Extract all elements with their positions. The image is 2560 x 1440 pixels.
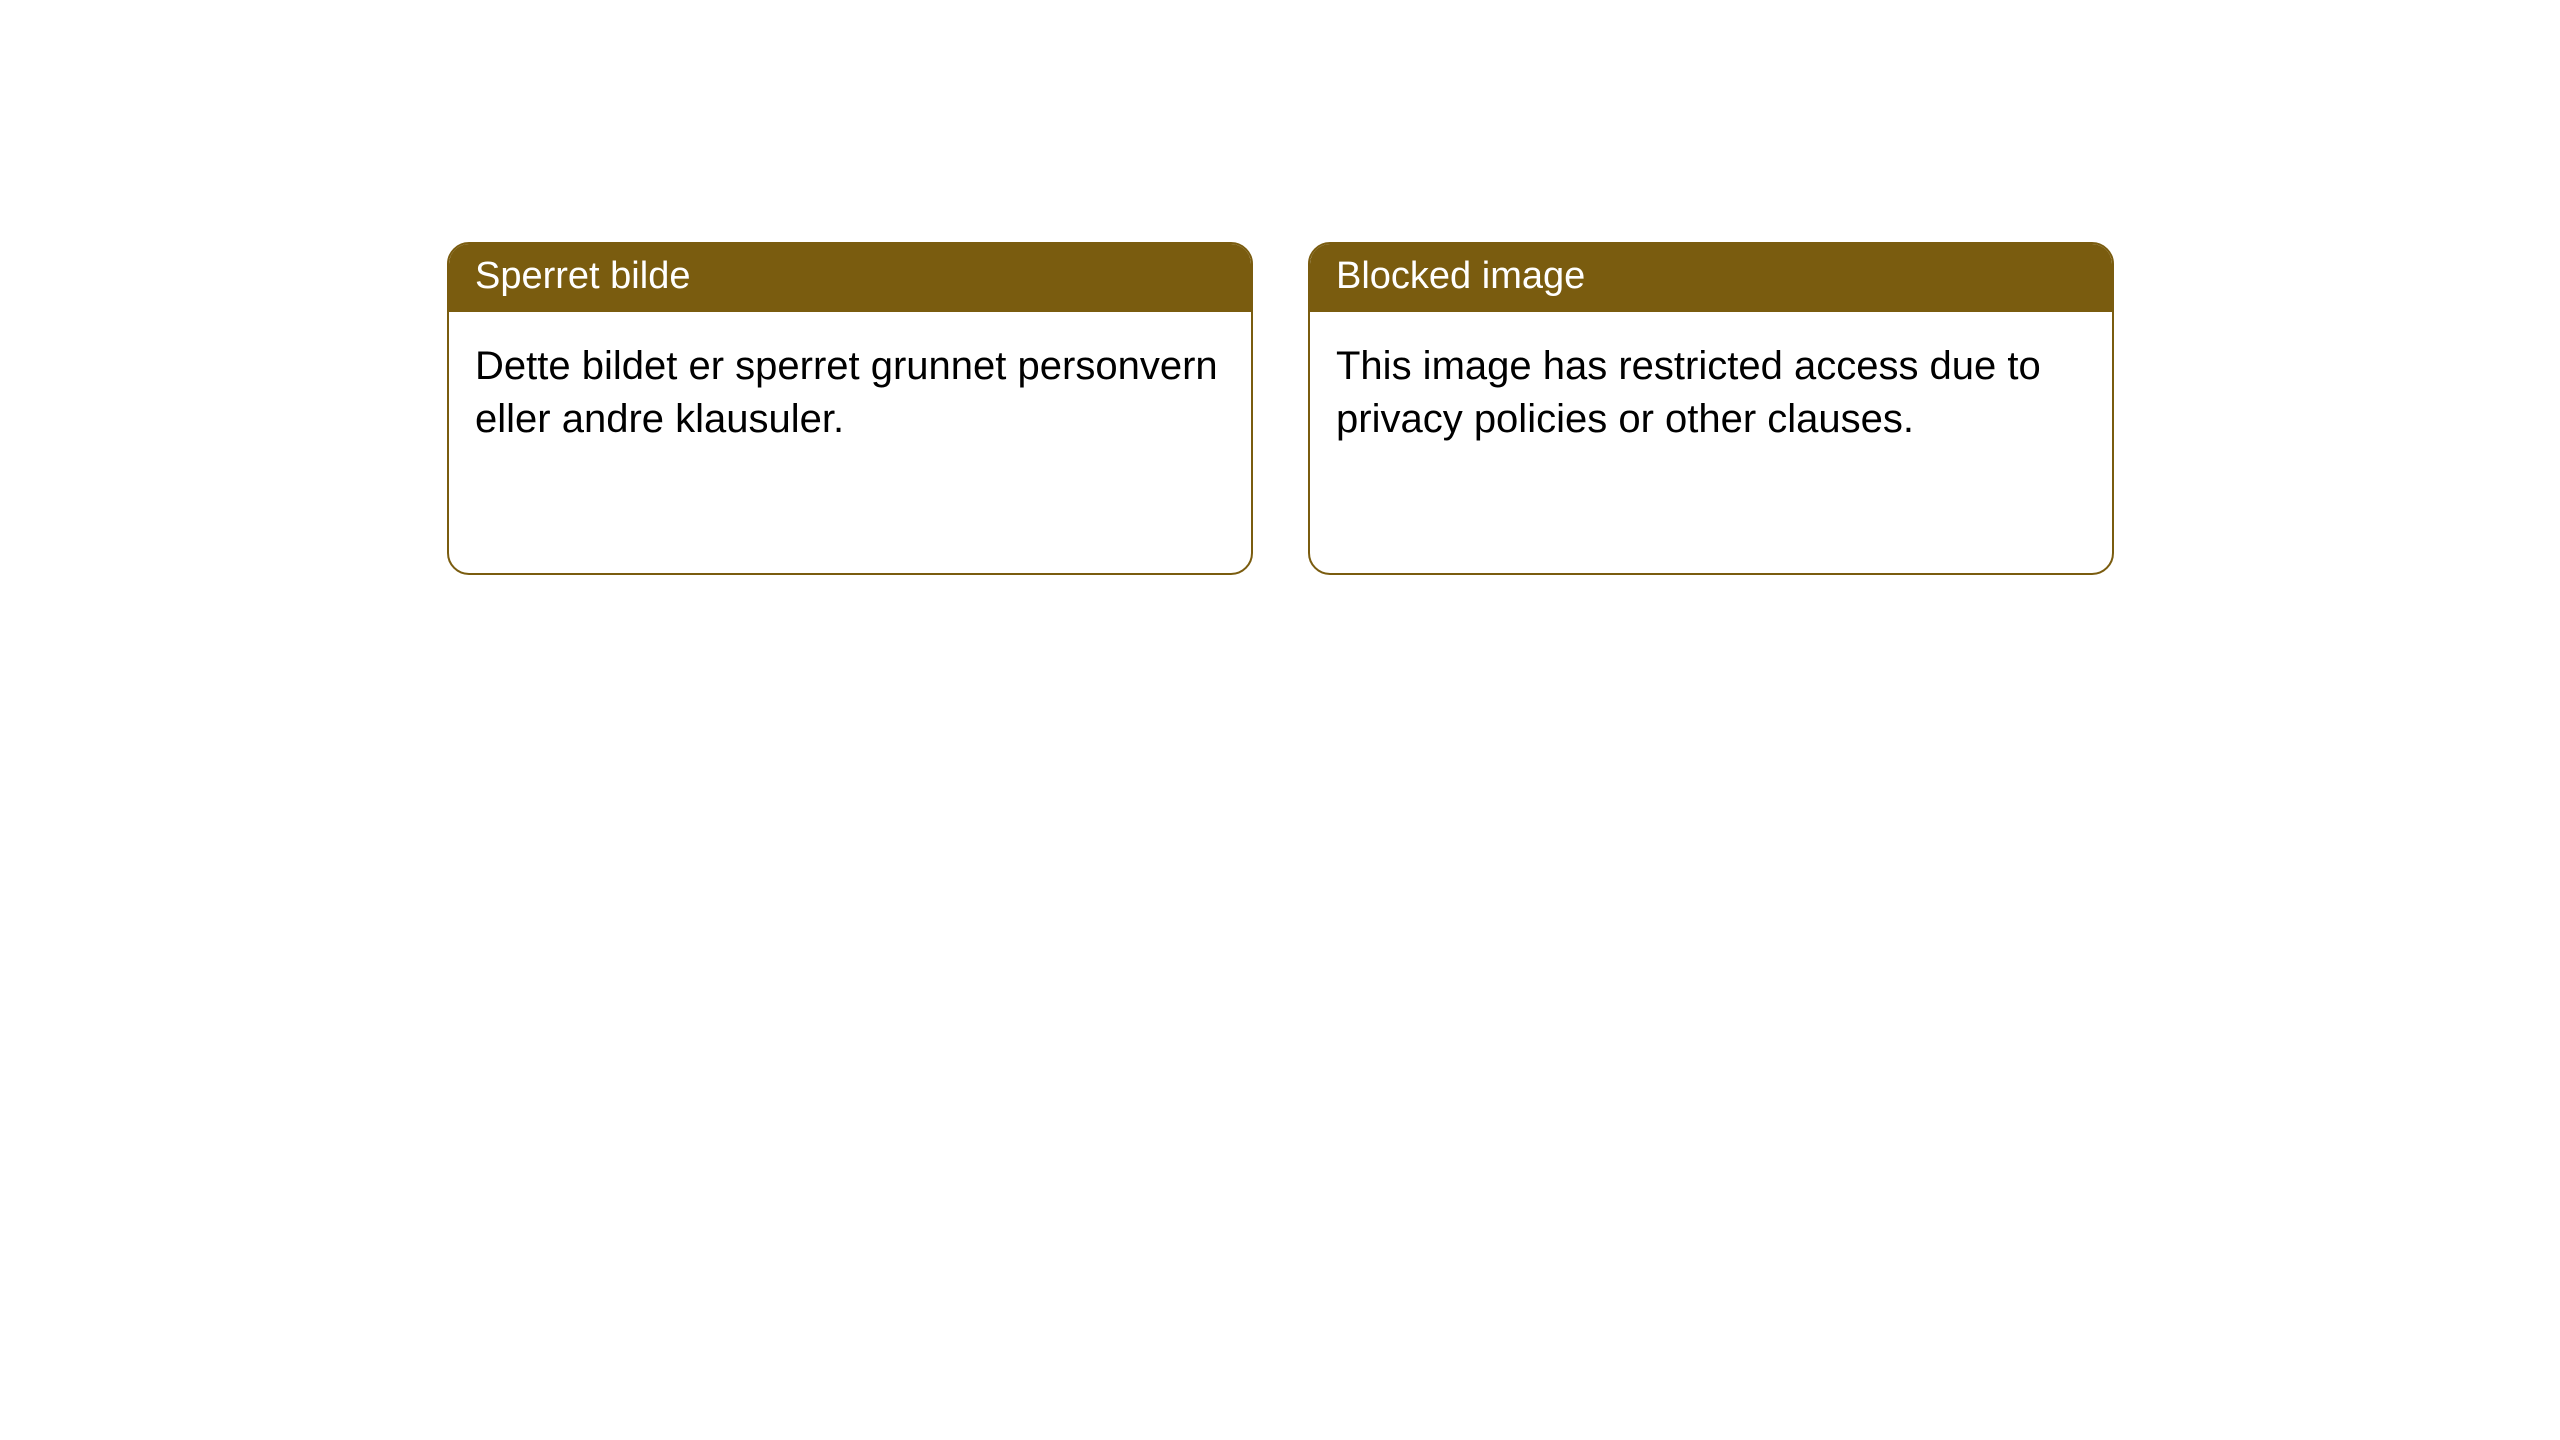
- notice-card-english: Blocked image This image has restricted …: [1308, 242, 2114, 575]
- card-body: Dette bildet er sperret grunnet personve…: [449, 312, 1251, 474]
- card-body: This image has restricted access due to …: [1310, 312, 2112, 474]
- notice-card-norwegian: Sperret bilde Dette bildet er sperret gr…: [447, 242, 1253, 575]
- card-container: Sperret bilde Dette bildet er sperret gr…: [0, 0, 2560, 575]
- card-header: Sperret bilde: [449, 244, 1251, 312]
- card-header: Blocked image: [1310, 244, 2112, 312]
